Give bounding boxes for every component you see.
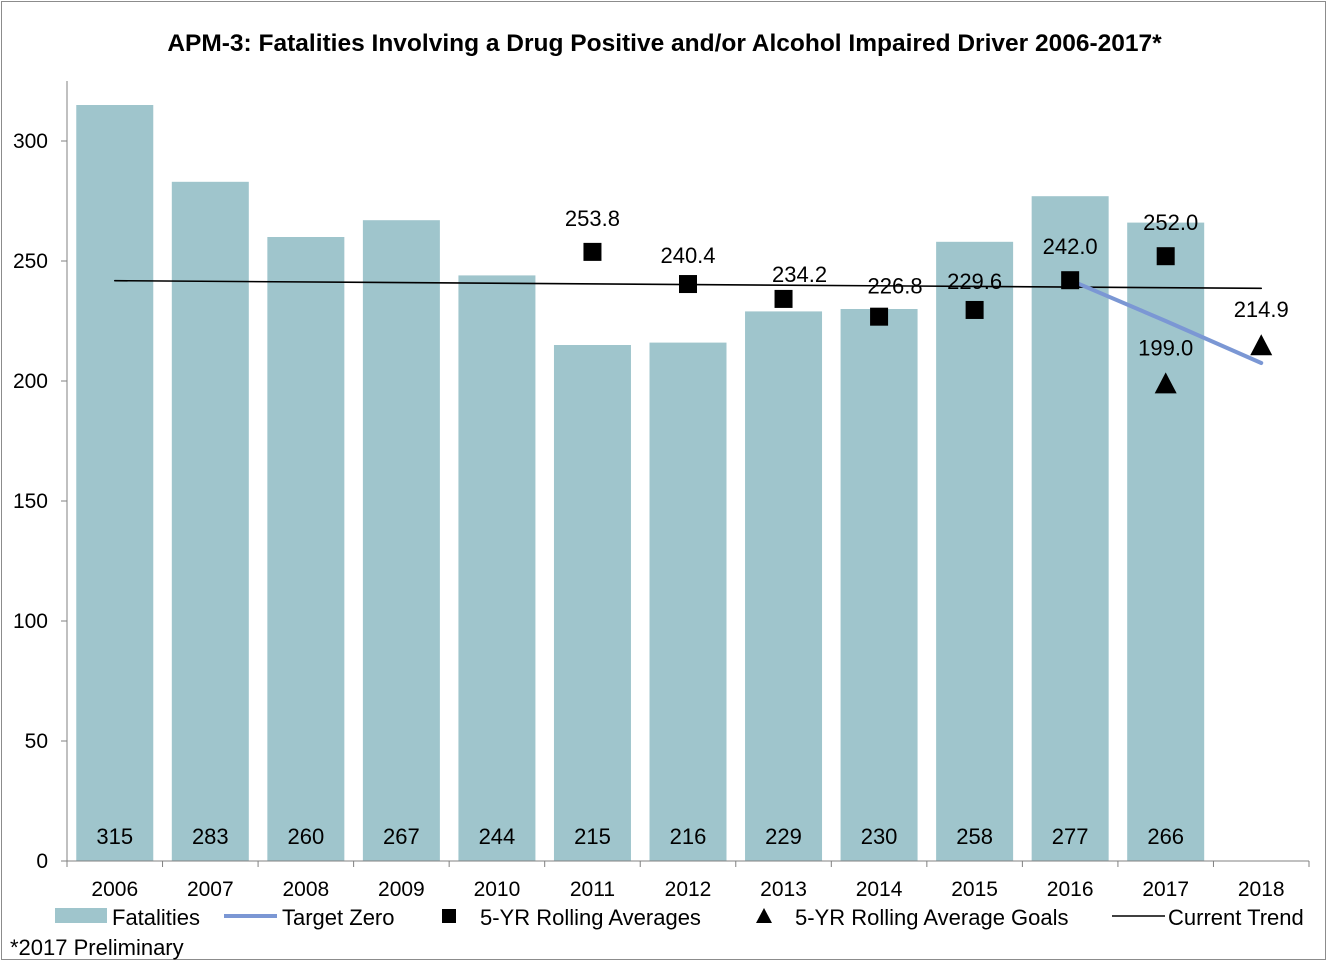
x-tick-label-2017: 2017	[1142, 878, 1189, 901]
goal-label-2018: 214.9	[1234, 297, 1289, 322]
x-tick-label-2012: 2012	[665, 878, 712, 901]
marker-group: 253.8 240.4 234.2 226.8 229.6 242.0 252.0 199.0…	[565, 206, 1289, 394]
x-tick-label-2018: 2018	[1238, 878, 1285, 901]
bar-2017	[1127, 222, 1205, 862]
avg-label-2014: 226.8	[868, 274, 923, 299]
axes: 0 50 100 150 200 250 300 2006 2007 2008 2009 2010 20…	[13, 81, 1310, 901]
bar-label-group: 315 283 260 267 244 215 216 229 230 258 277 266	[96, 824, 1184, 849]
legend-label-rolling-goals: 5-YR Rolling Average Goals	[795, 905, 1069, 930]
bar-2009	[362, 220, 440, 861]
x-tick-label-2015: 2015	[951, 878, 998, 901]
avg-label-2011: 253.8	[565, 206, 620, 231]
goal-marker-2017	[1154, 372, 1177, 394]
bar-label-2007: 283	[192, 824, 229, 849]
bar-label-2013: 229	[765, 824, 802, 849]
avg-marker-2012	[679, 275, 697, 294]
legend-label-fatalities: Fatalities	[112, 905, 200, 930]
bar-2015	[936, 241, 1014, 862]
x-tick-label-2006: 2006	[91, 878, 138, 901]
goal-marker-2018	[1250, 334, 1273, 356]
bar-2008	[267, 237, 345, 861]
target-zero-line	[1068, 278, 1264, 365]
bar-2007	[171, 181, 249, 862]
avg-label-2017: 252.0	[1143, 210, 1198, 235]
bar-label-2016: 277	[1052, 824, 1089, 849]
avg-marker-2013	[774, 289, 793, 308]
legend-swatch-rolling-averages	[442, 909, 456, 923]
bar-label-2014: 230	[861, 824, 898, 849]
y-tick-label-50: 50	[25, 730, 48, 753]
bar-2014	[840, 309, 918, 861]
avg-label-2016: 242.0	[1043, 234, 1098, 259]
y-tick-label-300: 300	[13, 130, 48, 153]
bar-2012	[649, 342, 727, 862]
y-tick-label-150: 150	[13, 490, 48, 513]
y-tick-label-200: 200	[13, 370, 48, 393]
bar-label-2008: 260	[287, 824, 324, 849]
legend-label-rolling-averages: 5-YR Rolling Averages	[480, 905, 701, 930]
x-tick-label-2008: 2008	[282, 878, 329, 901]
y-tick-label-100: 100	[13, 610, 48, 633]
legend-label-target-zero: Target Zero	[282, 905, 395, 930]
avg-marker-2017	[1156, 247, 1175, 266]
bar-label-2012: 216	[670, 824, 707, 849]
bar-2013	[745, 311, 823, 861]
bar-label-2009: 267	[383, 824, 420, 849]
avg-label-2015: 229.6	[947, 269, 1002, 294]
legend: Fatalities Target Zero 5-YR Rolling Averag…	[55, 905, 1304, 930]
bar-label-2011: 215	[574, 824, 611, 849]
avg-marker-2016	[1061, 271, 1080, 290]
y-tick-label-0: 0	[36, 850, 48, 873]
bar-label-2015: 258	[956, 824, 993, 849]
x-tick-label-2013: 2013	[760, 878, 807, 901]
x-tick-label-2010: 2010	[474, 878, 521, 901]
goal-label-2017: 199.0	[1138, 335, 1193, 360]
bar-2006	[76, 105, 154, 861]
avg-marker-2011	[583, 242, 602, 261]
avg-marker-2014	[870, 307, 889, 326]
bar-label-2010: 244	[479, 824, 516, 849]
bar-label-2006: 315	[96, 824, 133, 849]
x-tick-label-2009: 2009	[378, 878, 425, 901]
legend-swatch-rolling-goals	[756, 908, 772, 923]
bar-2010	[458, 275, 536, 861]
bar-group	[76, 105, 1205, 862]
footnote: *2017 Preliminary	[10, 935, 184, 960]
legend-swatch-fatalities	[55, 908, 107, 923]
avg-label-2012: 240.4	[660, 243, 715, 268]
bar-2016	[1031, 196, 1109, 861]
avg-label-2013: 234.2	[772, 262, 827, 287]
y-tick-label-250: 250	[13, 250, 48, 273]
avg-marker-2015	[965, 300, 984, 319]
x-tick-label-2011: 2011	[570, 878, 615, 901]
x-tick-label-2016: 2016	[1047, 878, 1094, 901]
legend-label-current-trend: Current Trend	[1168, 905, 1304, 930]
chart-title: APM-3: Fatalities Involving a Drug Posit…	[167, 30, 1162, 57]
bar-label-2017: 266	[1147, 824, 1184, 849]
x-tick-label-2014: 2014	[856, 878, 903, 901]
bar-2011	[553, 345, 631, 861]
x-tick-label-2007: 2007	[187, 878, 234, 901]
